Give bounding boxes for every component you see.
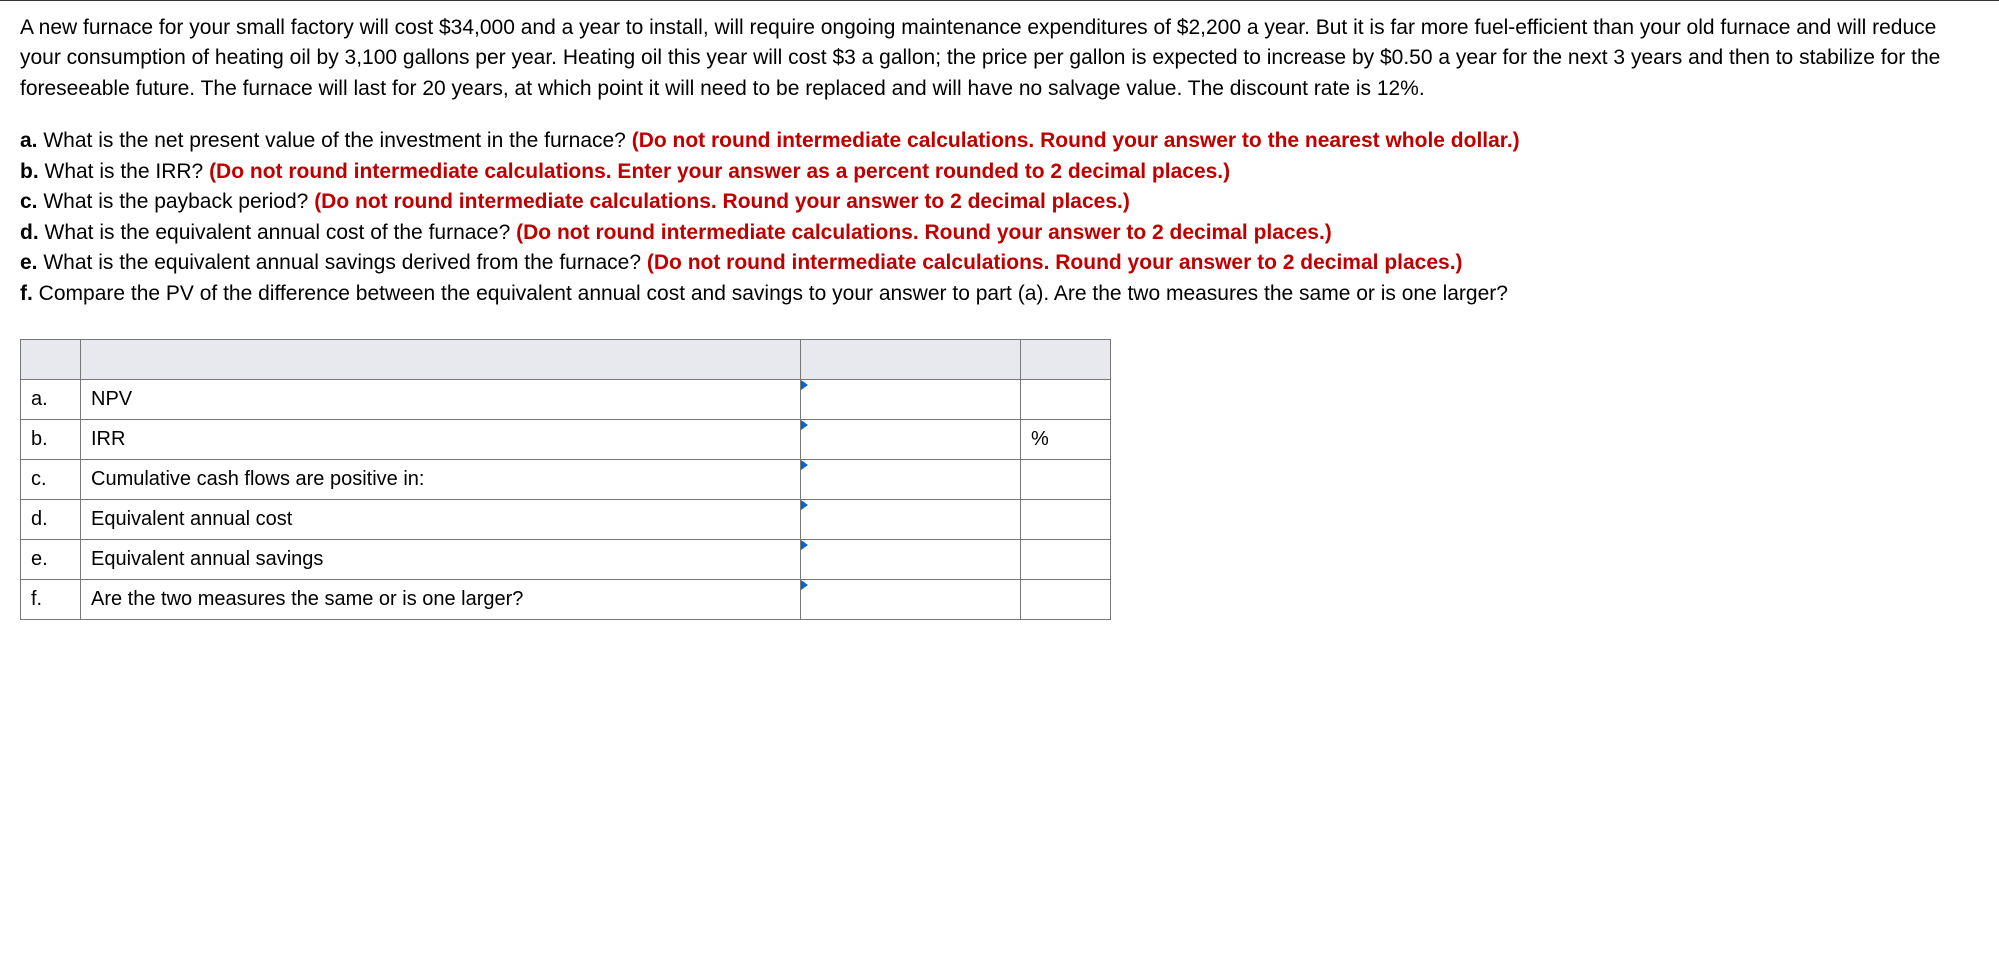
input-marker-icon bbox=[801, 460, 808, 470]
problem-intro: A new furnace for your small factory wil… bbox=[20, 16, 1940, 100]
table-row: c. Cumulative cash flows are positive in… bbox=[21, 459, 1111, 499]
input-marker-icon bbox=[801, 380, 808, 390]
eas-input[interactable] bbox=[801, 540, 1020, 579]
row-label: NPV bbox=[81, 379, 801, 419]
table-row: b. IRR % bbox=[21, 419, 1111, 459]
input-marker-icon bbox=[801, 540, 808, 550]
row-letter: d. bbox=[21, 499, 81, 539]
header-blank-label bbox=[81, 339, 801, 379]
header-blank-letter bbox=[21, 339, 81, 379]
row-unit bbox=[1021, 499, 1111, 539]
problem-statement: A new furnace for your small factory wil… bbox=[20, 13, 1979, 104]
row-letter: f. bbox=[21, 579, 81, 619]
payback-input[interactable] bbox=[801, 460, 1020, 499]
question-e: e. What is the equivalent annual savings… bbox=[20, 248, 1979, 278]
question-list: a. What is the net present value of the … bbox=[20, 126, 1979, 309]
input-marker-icon bbox=[801, 580, 808, 590]
question-d: d. What is the equivalent annual cost of… bbox=[20, 218, 1979, 248]
row-unit bbox=[1021, 539, 1111, 579]
header-blank-input bbox=[801, 339, 1021, 379]
row-unit bbox=[1021, 579, 1111, 619]
input-marker-icon bbox=[801, 420, 808, 430]
row-letter: e. bbox=[21, 539, 81, 579]
row-unit bbox=[1021, 379, 1111, 419]
row-label: IRR bbox=[81, 419, 801, 459]
header-blank-unit bbox=[1021, 339, 1111, 379]
row-label: Equivalent annual savings bbox=[81, 539, 801, 579]
irr-input[interactable] bbox=[801, 420, 1020, 459]
table-row: f. Are the two measures the same or is o… bbox=[21, 579, 1111, 619]
question-f: f. Compare the PV of the difference betw… bbox=[20, 279, 1979, 309]
row-unit bbox=[1021, 459, 1111, 499]
table-row: a. NPV bbox=[21, 379, 1111, 419]
row-letter: a. bbox=[21, 379, 81, 419]
table-row: d. Equivalent annual cost bbox=[21, 499, 1111, 539]
row-unit: % bbox=[1021, 419, 1111, 459]
npv-input[interactable] bbox=[801, 380, 1020, 419]
question-a: a. What is the net present value of the … bbox=[20, 126, 1979, 156]
question-c: c. What is the payback period? (Do not r… bbox=[20, 187, 1979, 217]
row-label: Are the two measures the same or is one … bbox=[81, 579, 801, 619]
table-header-row bbox=[21, 339, 1111, 379]
input-marker-icon bbox=[801, 500, 808, 510]
compare-input[interactable] bbox=[801, 580, 1020, 619]
row-label: Equivalent annual cost bbox=[81, 499, 801, 539]
row-letter: c. bbox=[21, 459, 81, 499]
answer-table: a. NPV b. IRR % c. Cumulative cash flows… bbox=[20, 339, 1111, 620]
eac-input[interactable] bbox=[801, 500, 1020, 539]
question-b: b. What is the IRR? (Do not round interm… bbox=[20, 157, 1979, 187]
table-row: e. Equivalent annual savings bbox=[21, 539, 1111, 579]
row-letter: b. bbox=[21, 419, 81, 459]
row-label: Cumulative cash flows are positive in: bbox=[81, 459, 801, 499]
